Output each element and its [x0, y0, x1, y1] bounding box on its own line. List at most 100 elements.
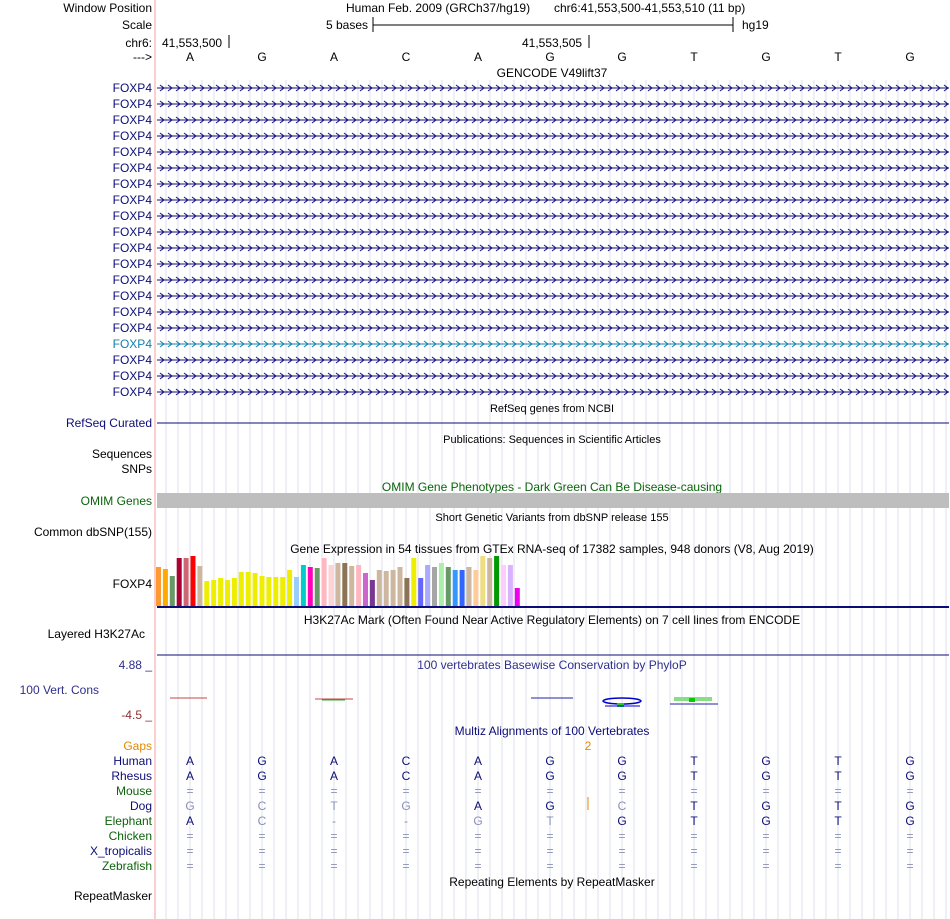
gtex-tissue-bar[interactable]: [273, 577, 279, 606]
gtex-tissue-bar[interactable]: [294, 577, 299, 606]
gencode-transcript-row[interactable]: FOXP4: [113, 305, 949, 319]
gencode-transcript-label[interactable]: FOXP4: [113, 225, 153, 239]
gencode-transcript-row[interactable]: FOXP4: [113, 225, 949, 239]
phylop-track-label[interactable]: 100 Vert. Cons: [20, 683, 99, 697]
multiz-species-row[interactable]: Chicken = = = = = = = = = = =: [109, 829, 914, 843]
gtex-tissue-bar[interactable]: [314, 568, 320, 606]
multiz-species-row[interactable]: Rhesus A G A C A G G T G T G: [111, 769, 914, 783]
gtex-tissue-bar[interactable]: [218, 578, 224, 606]
h3k27ac-track-label[interactable]: Layered H3K27Ac: [48, 627, 145, 641]
gencode-transcripts[interactable]: FOXP4 FOXP4 FOXP4 FOXP4 FOXP4 FOXP4 FOXP4 FOXP4…: [113, 81, 949, 399]
gtex-tissue-bar[interactable]: [459, 570, 465, 606]
gencode-transcript-row[interactable]: FOXP4: [113, 129, 949, 143]
gtex-tissue-bar[interactable]: [190, 556, 196, 606]
multiz-species-label[interactable]: Chicken: [109, 829, 152, 843]
dbsnp-track-label[interactable]: Common dbSNP(155): [34, 525, 152, 539]
gtex-tissue-bar[interactable]: [280, 577, 286, 606]
gtex-tissue-bar[interactable]: [514, 588, 520, 606]
gencode-transcript-label[interactable]: FOXP4: [113, 193, 153, 207]
gencode-transcript-row[interactable]: FOXP4: [113, 241, 949, 255]
gencode-transcript-label[interactable]: FOXP4: [113, 97, 153, 111]
gtex-tissue-bar[interactable]: [445, 567, 451, 606]
gencode-transcript-label[interactable]: FOXP4: [113, 305, 153, 319]
gtex-tissue-bar[interactable]: [300, 565, 306, 606]
gtex-tissue-bar[interactable]: [169, 576, 175, 606]
gencode-transcript-label[interactable]: FOXP4: [113, 241, 153, 255]
gencode-transcript-label[interactable]: FOXP4: [113, 385, 153, 399]
gtex-tissue-bar[interactable]: [287, 570, 293, 606]
gtex-tissue-bar[interactable]: [197, 566, 203, 606]
gtex-tissue-bar[interactable]: [397, 567, 403, 606]
gtex-tissue-bar[interactable]: [390, 570, 396, 606]
gtex-tissue-bar[interactable]: [225, 580, 230, 606]
gtex-tissue-bar[interactable]: [356, 565, 362, 606]
repeatmasker-track-label[interactable]: RepeatMasker: [74, 889, 152, 903]
gencode-transcript-label[interactable]: FOXP4: [113, 321, 153, 335]
gtex-tissue-bar[interactable]: [480, 556, 486, 606]
gencode-transcript-label[interactable]: FOXP4: [113, 337, 153, 351]
publications-sequences-label[interactable]: Sequences: [92, 447, 152, 461]
multiz-species-row[interactable]: Dog G C T G A G C T G T G: [130, 799, 915, 813]
gtex-tissue-bar[interactable]: [369, 580, 375, 606]
gtex-tissue-bar[interactable]: [259, 576, 265, 606]
multiz-species-label[interactable]: Mouse: [116, 784, 152, 798]
multiz-species-row[interactable]: Zebrafish = = = = = = = = = = =: [102, 859, 914, 873]
gtex-tissue-bar[interactable]: [411, 558, 417, 606]
gtex-tissue-bar[interactable]: [162, 569, 168, 606]
gencode-transcript-row[interactable]: FOXP4: [113, 193, 949, 207]
gencode-transcript-row[interactable]: FOXP4: [113, 369, 949, 383]
gtex-tissue-bar[interactable]: [376, 570, 382, 606]
gencode-transcript-row[interactable]: FOXP4: [113, 161, 949, 175]
gencode-transcript-label[interactable]: FOXP4: [113, 353, 153, 367]
gencode-transcript-row[interactable]: FOXP4: [113, 81, 949, 95]
gencode-transcript-row[interactable]: FOXP4: [113, 353, 949, 367]
gtex-tissue-bar[interactable]: [245, 572, 251, 606]
gtex-tissue-bar[interactable]: [432, 567, 437, 606]
multiz-species-label[interactable]: Dog: [130, 799, 152, 813]
gtex-tissue-bar[interactable]: [176, 558, 182, 606]
gencode-transcript-label[interactable]: FOXP4: [113, 113, 153, 127]
gtex-tissue-bar[interactable]: [252, 573, 258, 606]
gtex-tissue-bar[interactable]: [321, 558, 327, 606]
gencode-transcript-row[interactable]: FOXP4: [113, 273, 949, 287]
gencode-transcript-row[interactable]: FOXP4: [113, 337, 949, 351]
gtex-tissue-bar[interactable]: [452, 570, 458, 606]
publications-snps-label[interactable]: SNPs: [121, 462, 152, 476]
multiz-species-label[interactable]: Zebrafish: [102, 859, 152, 873]
omim-gene-bar[interactable]: [157, 493, 949, 508]
gtex-tissue-bar[interactable]: [211, 580, 217, 606]
gtex-tissue-bar[interactable]: [231, 578, 237, 606]
gtex-tissue-bar[interactable]: [307, 567, 313, 606]
gtex-tissue-bar[interactable]: [418, 578, 424, 606]
multiz-species-label[interactable]: Rhesus: [111, 769, 152, 783]
multiz-gap-count[interactable]: 2: [585, 739, 592, 753]
gtex-tissue-bar[interactable]: [266, 577, 272, 606]
base-position-ruler[interactable]: Window Position Scale chr6: ---> Human F…: [63, 1, 914, 64]
gtex-tissue-bar[interactable]: [328, 565, 334, 606]
gencode-transcript-label[interactable]: FOXP4: [113, 273, 153, 287]
gencode-transcript-row[interactable]: FOXP4: [113, 289, 949, 303]
gtex-tissue-bar[interactable]: [335, 563, 341, 606]
multiz-species-label[interactable]: X_tropicalis: [90, 844, 152, 858]
gtex-tissue-bar[interactable]: [425, 565, 431, 606]
multiz-species-row[interactable]: X_tropicalis = = = = = = = = = = =: [90, 844, 914, 858]
omim-track-label[interactable]: OMIM Genes: [81, 494, 152, 508]
gencode-transcript-row[interactable]: FOXP4: [113, 321, 949, 335]
gtex-tissue-bar[interactable]: [466, 567, 472, 606]
gtex-tissue-bar[interactable]: [349, 566, 355, 606]
gtex-tissue-bar[interactable]: [238, 572, 244, 606]
gtex-tissue-bar[interactable]: [204, 581, 210, 606]
multiz-species-label[interactable]: Elephant: [105, 814, 153, 828]
phylop-signal[interactable]: [170, 697, 718, 707]
gtex-tissue-bar[interactable]: [438, 563, 444, 606]
multiz-species-row[interactable]: Mouse = = = = = = = = = = =: [116, 784, 914, 798]
gtex-tissue-bar[interactable]: [156, 567, 161, 606]
gencode-transcript-row[interactable]: FOXP4: [113, 145, 949, 159]
gencode-transcript-row[interactable]: FOXP4: [113, 113, 949, 127]
gencode-transcript-label[interactable]: FOXP4: [113, 161, 153, 175]
refseq-track-label[interactable]: RefSeq Curated: [66, 416, 152, 430]
gencode-transcript-label[interactable]: FOXP4: [113, 145, 153, 159]
gencode-transcript-label[interactable]: FOXP4: [113, 289, 153, 303]
